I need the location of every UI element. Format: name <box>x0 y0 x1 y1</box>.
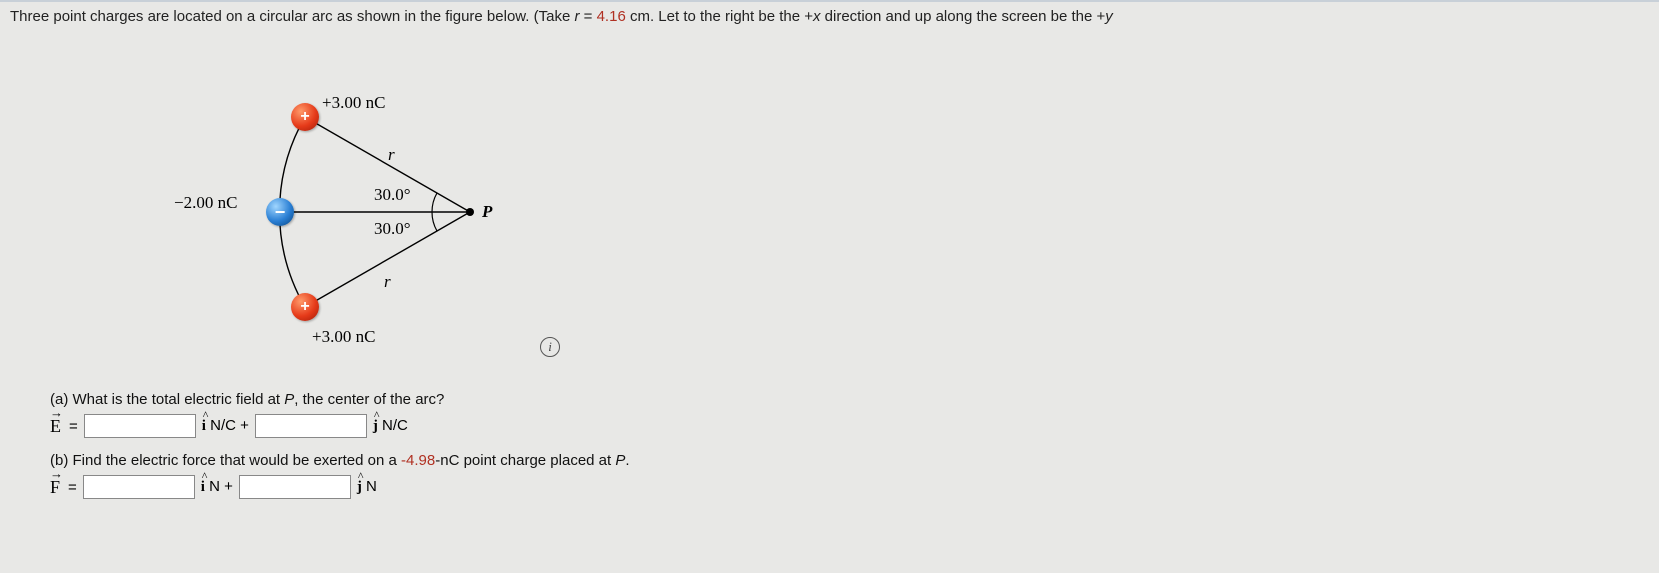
part-a-answer-row: E = i N/C + j N/C <box>50 414 1609 438</box>
angle-bottom-label: 30.0° <box>374 219 411 239</box>
header-y: y <box>1105 8 1113 25</box>
plus-icon: + <box>300 108 309 126</box>
problem-header: Three point charges are located on a cir… <box>0 0 1659 31</box>
b-P: P <box>615 452 625 469</box>
p-label: P <box>482 202 492 222</box>
b-q-unit: -nC <box>435 452 459 469</box>
b-pre: (b) Find the electric force that would b… <box>50 452 401 469</box>
header-x: x <box>813 8 821 25</box>
r-label-top: r <box>388 145 395 165</box>
left-negative-charge: − <box>266 198 294 226</box>
a-eq: = <box>69 418 78 435</box>
content-area: + + − +3.00 nC +3.00 nC −2.00 nC r r 30.… <box>0 31 1659 533</box>
b-post: point charge placed at <box>459 452 615 469</box>
a-P: P <box>284 391 294 408</box>
r-label-bottom: r <box>384 272 391 292</box>
e-x-input[interactable] <box>84 414 196 438</box>
f-x-input[interactable] <box>83 475 195 499</box>
header-r-value: 4.16 <box>597 8 626 25</box>
part-b-answer-row: F = i N + j N <box>50 475 1609 499</box>
b-unit2: N <box>362 478 377 495</box>
i-hat: i <box>202 418 206 434</box>
a-unit1: N/C + <box>206 417 249 434</box>
b-period: . <box>625 452 629 469</box>
b-q-value: -4.98 <box>401 452 435 469</box>
vector-F: F <box>50 477 62 498</box>
header-text-pre: Three point charges are located on a cir… <box>10 8 574 25</box>
header-r-unit: cm. Let to the right be the + <box>626 8 813 25</box>
a-pre: (a) What is the total electric field at <box>50 391 284 408</box>
plus-icon: + <box>300 298 309 316</box>
info-icon[interactable]: i <box>540 337 560 357</box>
part-a-prompt: (a) What is the total electric field at … <box>50 391 1609 408</box>
header-mid: direction and up along the screen be the… <box>821 8 1106 25</box>
header-eq: = <box>579 8 596 25</box>
j-hat: j <box>373 418 378 434</box>
i-hat-b: i <box>201 479 205 495</box>
bottom-charge-label: +3.00 nC <box>312 327 375 347</box>
figure: + + − +3.00 nC +3.00 nC −2.00 nC r r 30.… <box>170 47 590 377</box>
point-p <box>466 208 474 216</box>
a-unit2: N/C <box>378 417 408 434</box>
b-unit1: N + <box>205 478 233 495</box>
info-letter: i <box>548 339 552 355</box>
minus-icon: − <box>275 202 286 223</box>
part-b-prompt: (b) Find the electric force that would b… <box>50 452 1609 469</box>
f-y-input[interactable] <box>239 475 351 499</box>
left-charge-label: −2.00 nC <box>174 193 237 213</box>
top-charge-label: +3.00 nC <box>322 93 385 113</box>
b-eq: = <box>68 479 77 496</box>
e-y-input[interactable] <box>255 414 367 438</box>
angle-top-label: 30.0° <box>374 185 411 205</box>
j-hat-b: j <box>357 479 362 495</box>
top-positive-charge: + <box>291 103 319 131</box>
a-post: , the center of the arc? <box>294 391 444 408</box>
vector-E: E <box>50 416 63 437</box>
bottom-positive-charge: + <box>291 293 319 321</box>
